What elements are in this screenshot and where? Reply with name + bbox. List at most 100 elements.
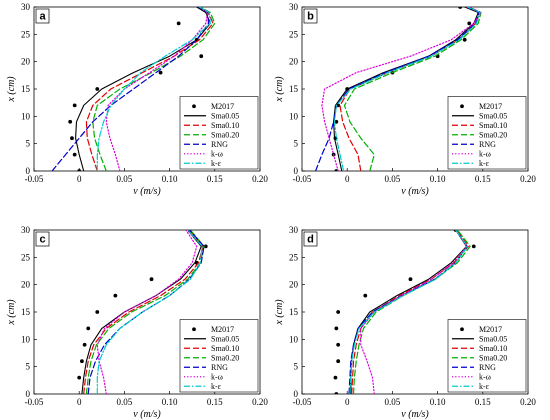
x-tick-label: 0 [77, 174, 82, 184]
series-sma0-20-line [352, 230, 471, 394]
plot-area [51, 7, 216, 171]
legend-entry: k-ω [479, 150, 491, 159]
data-point [68, 119, 73, 124]
x-tick-label: 0.20 [520, 174, 536, 184]
plot-area [333, 230, 476, 394]
x-tick-label: -0.05 [293, 397, 312, 407]
series-rng-line [51, 7, 210, 171]
legend-entry: Sma0.05 [479, 335, 507, 344]
y-tick-label: 25 [21, 29, 31, 39]
legend-box [447, 319, 527, 393]
x-tick-label: 0.05 [385, 397, 401, 407]
panel-letter-box [35, 8, 50, 24]
y-tick-label: 20 [289, 57, 299, 67]
data-point [149, 277, 154, 282]
y-tick-label: 0 [26, 166, 31, 176]
legend-entry: RNG [211, 363, 228, 372]
y-tick-label: 15 [289, 84, 299, 94]
legend-entry: Sma0.10 [479, 121, 507, 130]
data-point [95, 310, 100, 314]
legend-box [179, 319, 259, 393]
x-tick-label: 0.15 [207, 397, 223, 407]
data-point [95, 87, 100, 91]
y-tick-label: 5 [294, 362, 299, 372]
x-axis-label: v (m/s) [133, 186, 161, 197]
x-tick-label: 0.05 [117, 397, 133, 407]
data-point [77, 375, 82, 380]
x-tick-label: 0.10 [430, 174, 446, 184]
data-point [333, 375, 338, 380]
y-tick-label: 25 [21, 252, 31, 262]
data-point [334, 326, 339, 331]
data-point [334, 169, 339, 171]
legend-entry: M2017 [479, 325, 502, 334]
x-tick-label: 0.20 [520, 397, 536, 407]
legend-entry: Sma0.05 [211, 335, 239, 344]
series-sma0-10-line [85, 7, 214, 171]
y-tick-label: 15 [289, 307, 299, 317]
x-tick-label: 0.05 [117, 174, 133, 184]
series-k--line [360, 230, 468, 394]
legend-entry: k-ω [479, 373, 491, 382]
data-point [336, 103, 341, 108]
y-axis-label: x (cm) [6, 299, 17, 326]
data-point [86, 326, 91, 331]
legend-marker [192, 104, 196, 109]
x-tick-label: 0 [77, 397, 82, 407]
y-tick-label: 25 [289, 252, 299, 262]
y-tick-label: 30 [21, 225, 31, 235]
y-tick-label: 10 [21, 111, 31, 121]
y-tick-label: 15 [21, 84, 31, 94]
legend-entry: RNG [211, 140, 228, 149]
data-point [70, 136, 74, 141]
y-tick-label: 10 [289, 111, 299, 121]
x-tick-label: 0 [345, 397, 350, 407]
x-tick-label: 0.15 [475, 174, 491, 184]
legend-entry: M2017 [211, 325, 234, 334]
x-tick-label: 0.10 [430, 397, 446, 407]
series-rng-line [348, 230, 468, 394]
data-point [336, 342, 341, 347]
legend-marker [460, 104, 464, 109]
x-axis-label: v (m/s) [401, 409, 429, 420]
legend-entry: k-ε [479, 159, 490, 168]
panel-letter: b [307, 11, 314, 23]
data-point [462, 37, 467, 42]
y-tick-label: 30 [21, 2, 31, 12]
x-tick-label: -0.05 [25, 174, 44, 184]
data-point [336, 310, 341, 314]
series-m2017 [68, 21, 204, 171]
series-rng-line [315, 7, 480, 171]
series-k--line [96, 230, 203, 394]
series-sma0-20-line [343, 7, 482, 171]
series-k--line [333, 7, 481, 171]
plot-area [315, 7, 482, 171]
series-k--line [96, 7, 211, 171]
x-tick-label: 0 [345, 174, 350, 184]
legend-box [447, 96, 527, 170]
y-tick-label: 0 [26, 389, 31, 399]
x-tick-label: 0.10 [162, 174, 178, 184]
y-tick-label: 30 [289, 2, 299, 12]
legend-entry: Sma0.10 [211, 121, 239, 130]
data-point [77, 169, 82, 171]
y-tick-label: 20 [21, 280, 31, 290]
legend-entry: k-ε [479, 382, 490, 391]
panel-letter-box [303, 8, 318, 24]
series-k--line [96, 230, 198, 394]
series-sma0-20-line [92, 7, 216, 171]
x-tick-label: 0.05 [385, 174, 401, 184]
legend-entry: k-ε [211, 159, 222, 168]
x-tick-label: 0.15 [207, 174, 223, 184]
data-point [336, 359, 341, 364]
y-axis-label: x (cm) [274, 299, 285, 326]
y-tick-label: 5 [26, 362, 31, 372]
data-point [408, 277, 413, 282]
x-tick-label: -0.05 [25, 397, 44, 407]
y-axis-label: x (cm) [6, 76, 17, 103]
data-point [176, 21, 181, 26]
